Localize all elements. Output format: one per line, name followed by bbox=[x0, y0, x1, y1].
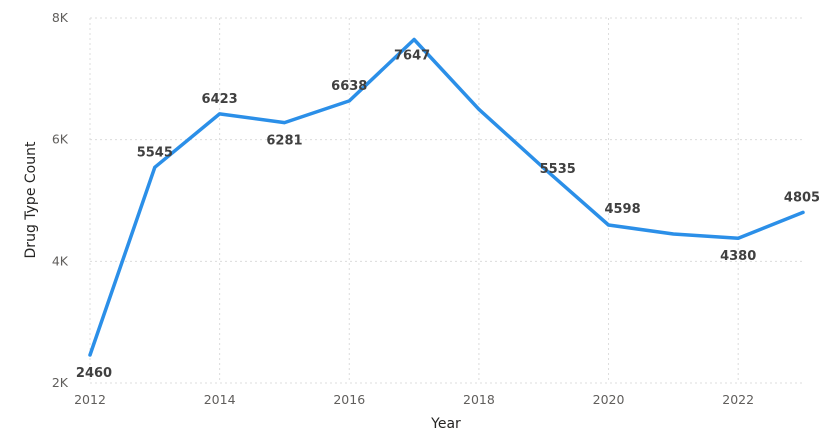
data-point bbox=[801, 210, 805, 214]
y-axis-title: Drug Type Count bbox=[23, 141, 39, 258]
gridlines bbox=[89, 17, 803, 384]
series-layer bbox=[88, 37, 805, 357]
x-tick-label: 2018 bbox=[463, 392, 495, 407]
x-tick-label: 2012 bbox=[74, 392, 106, 407]
y-tick-label: 6K bbox=[52, 132, 69, 147]
y-axis-ticks: 2K 4K 6K 8K bbox=[52, 10, 69, 390]
data-label: 4380 bbox=[720, 249, 756, 264]
data-label: 6281 bbox=[266, 134, 302, 149]
x-tick-label: 2014 bbox=[204, 392, 236, 407]
data-point bbox=[607, 223, 611, 227]
x-tick-label: 2020 bbox=[593, 392, 625, 407]
x-axis-title: Year bbox=[430, 416, 461, 428]
data-point bbox=[671, 232, 675, 236]
data-point bbox=[88, 353, 92, 357]
data-label: 4598 bbox=[604, 202, 640, 217]
x-axis-ticks: 2012 2014 2016 2018 2020 2022 bbox=[74, 392, 754, 407]
data-label: 7647 bbox=[394, 48, 430, 63]
x-tick-label: 2016 bbox=[333, 392, 365, 407]
data-point bbox=[153, 165, 157, 169]
data-label: 2460 bbox=[76, 366, 112, 381]
series-line bbox=[88, 37, 805, 357]
data-label: 5545 bbox=[137, 145, 173, 160]
data-point bbox=[542, 166, 546, 170]
data-point bbox=[412, 37, 416, 41]
data-point bbox=[477, 107, 481, 111]
data-point bbox=[218, 112, 222, 116]
y-tick-label: 2K bbox=[52, 375, 69, 390]
data-labels: 2460 5545 6423 6281 6638 7647 5535 4598 4380 4805 bbox=[76, 48, 819, 381]
y-tick-label: 8K bbox=[52, 10, 69, 25]
x-tick-label: 2022 bbox=[722, 392, 754, 407]
y-tick-label: 4K bbox=[52, 253, 69, 268]
data-label: 4805 bbox=[784, 190, 819, 205]
data-point bbox=[736, 236, 740, 240]
data-point bbox=[282, 121, 286, 125]
data-label: 5535 bbox=[540, 162, 576, 177]
data-point bbox=[347, 99, 351, 103]
data-label: 6638 bbox=[331, 79, 367, 94]
data-label: 6423 bbox=[202, 92, 238, 107]
